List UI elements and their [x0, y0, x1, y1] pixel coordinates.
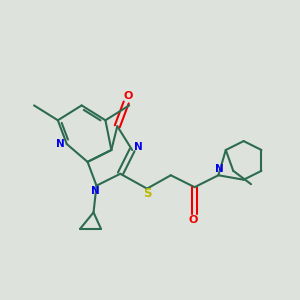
Text: N: N [56, 139, 65, 149]
Text: S: S [143, 188, 152, 200]
Text: O: O [124, 91, 133, 101]
Text: N: N [134, 142, 143, 152]
Text: N: N [91, 186, 99, 196]
Text: N: N [214, 164, 223, 174]
Text: O: O [188, 215, 198, 225]
